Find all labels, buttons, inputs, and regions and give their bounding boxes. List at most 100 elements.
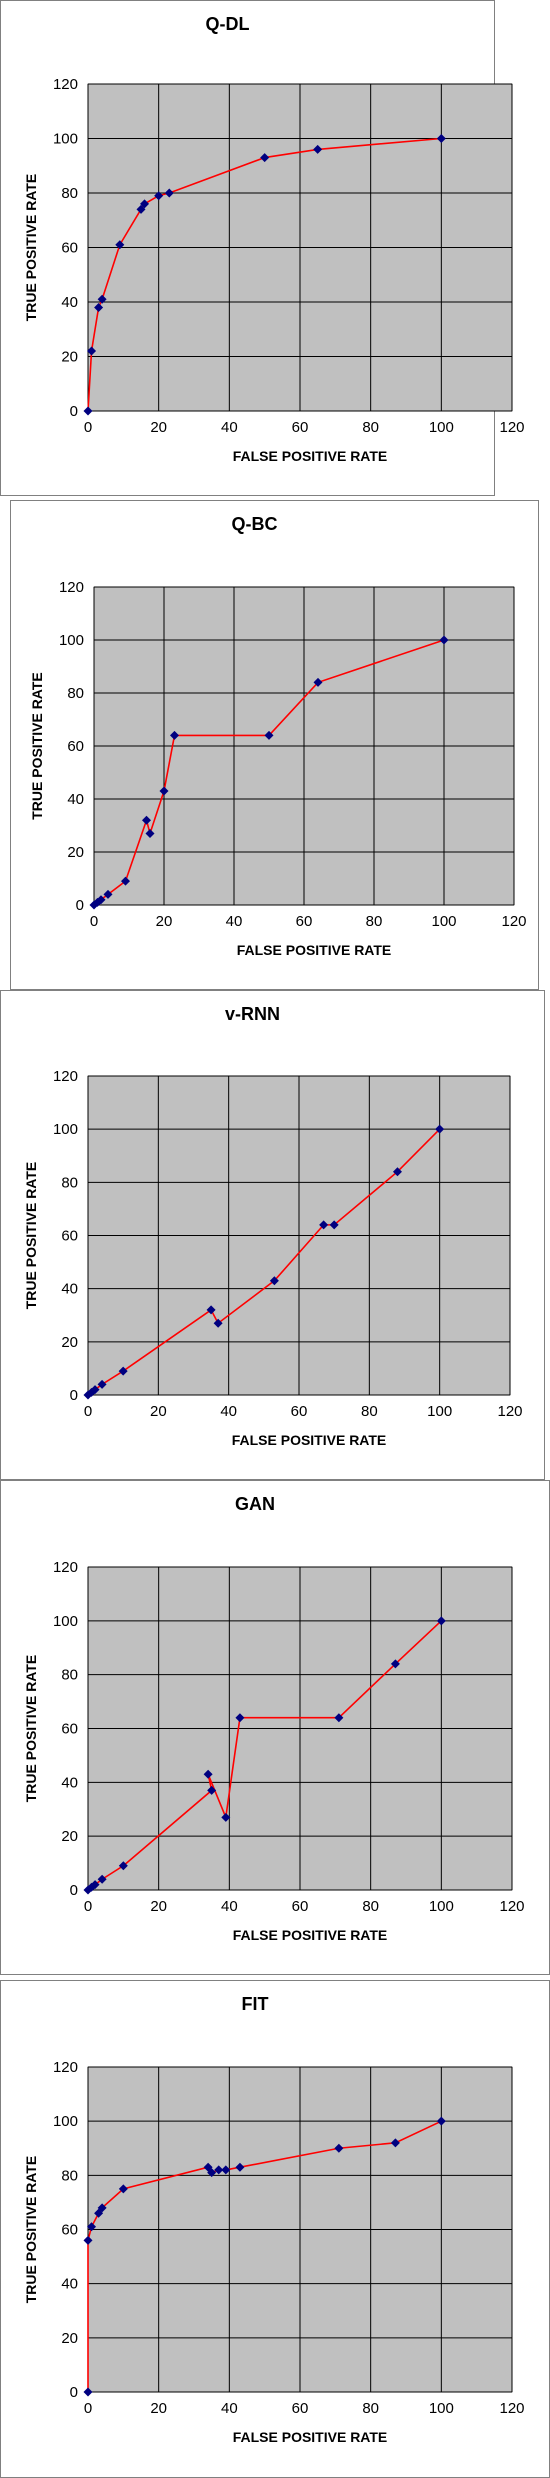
- y-tick-label: 20: [61, 2330, 78, 2347]
- data-point-marker: [118, 1861, 128, 1871]
- y-tick-label: 40: [61, 1774, 78, 1791]
- data-point-marker: [97, 1379, 107, 1389]
- x-tick-label: 40: [220, 1403, 237, 1420]
- y-axis-title: TRUE POSITIVE RATE: [23, 2156, 39, 2304]
- data-point-marker: [83, 2387, 93, 2397]
- data-point-marker: [313, 677, 323, 687]
- chart-title: v-RNN: [225, 1004, 280, 1024]
- y-tick-label: 60: [61, 1721, 78, 1738]
- x-tick-label: 60: [291, 1403, 308, 1420]
- data-point-marker: [439, 635, 449, 645]
- x-tick-label: 100: [431, 913, 456, 930]
- data-point-marker: [221, 2165, 231, 2175]
- data-point-marker: [87, 2222, 97, 2232]
- y-tick-label: 20: [61, 1334, 78, 1351]
- y-tick-label: 120: [53, 2059, 78, 2076]
- x-axis-title: FALSE POSITIVE RATE: [233, 1927, 388, 1943]
- x-tick-label: 20: [156, 913, 173, 930]
- chart-svg: 0 20 40 60 80 100 120 0 20 40 60 80 100 120 v-RNN FALSE…: [23, 1004, 523, 1448]
- x-tick-label: 100: [429, 1898, 454, 1915]
- data-point-marker: [118, 1366, 128, 1376]
- chart-svg: 0 20 40 60 80 100 120 0 20 40 60 80 100 120 GAN FALSE P…: [23, 1494, 525, 1943]
- y-axis-title: TRUE POSITIVE RATE: [29, 672, 45, 820]
- y-tick-label: 20: [61, 349, 78, 366]
- x-tick-label: 40: [226, 913, 243, 930]
- data-point-marker: [436, 134, 446, 143]
- data-point-marker: [207, 1785, 217, 1795]
- x-tick-label: 40: [221, 1898, 238, 1915]
- y-tick-label: 60: [61, 1228, 78, 1245]
- chart-panel: 0 20 40 60 80 100 120 0 20 40 60 80 100 120 FIT FALSE P…: [0, 1980, 550, 2478]
- y-tick-label: 120: [53, 1068, 78, 1085]
- x-tick-label: 0: [84, 419, 92, 436]
- data-point-marker: [97, 294, 107, 304]
- y-axis-title: TRUE POSITIVE RATE: [23, 1655, 39, 1803]
- data-point-marker: [164, 188, 174, 198]
- x-tick-label: 20: [150, 1403, 167, 1420]
- data-point-marker: [334, 2143, 344, 2153]
- data-point-marker: [121, 876, 130, 886]
- data-point-marker: [390, 2138, 400, 2148]
- data-point-marker: [435, 1124, 445, 1134]
- data-point-marker: [159, 786, 169, 796]
- data-point-marker: [436, 1616, 446, 1626]
- y-tick-label: 40: [61, 294, 78, 311]
- x-tick-label: 120: [501, 913, 526, 930]
- y-tick-label: 120: [53, 1559, 78, 1576]
- data-point-marker: [118, 2184, 128, 2194]
- x-tick-label: 0: [84, 1898, 92, 1915]
- x-tick-label: 80: [366, 913, 383, 930]
- y-tick-label: 120: [59, 579, 84, 596]
- x-tick-label: 120: [499, 1898, 524, 1915]
- y-tick-label: 100: [59, 632, 84, 649]
- y-tick-label: 60: [67, 738, 84, 755]
- x-tick-label: 60: [292, 2400, 309, 2417]
- data-point-marker: [436, 2116, 446, 2126]
- data-point-marker: [90, 1385, 100, 1395]
- data-point-marker: [214, 2165, 224, 2175]
- data-point-marker: [90, 1880, 100, 1890]
- x-tick-label: 40: [221, 2400, 238, 2417]
- y-tick-label: 100: [53, 2113, 78, 2130]
- chart-panel: 0 20 40 60 80 100 120 0 20 40 60 80 100 120 Q-BC FALSE …: [0, 500, 550, 990]
- data-point-marker: [142, 815, 151, 825]
- data-point-marker: [145, 828, 155, 838]
- x-tick-label: 80: [362, 1898, 379, 1915]
- y-tick-label: 80: [61, 2167, 78, 2184]
- data-point-marker: [264, 730, 274, 740]
- data-point-marker: [154, 191, 164, 201]
- y-tick-label: 60: [61, 2222, 78, 2239]
- chart-svg: 0 20 40 60 80 100 120 0 20 40 60 80 100 120 FIT FALSE P…: [23, 1994, 525, 2445]
- data-point-marker: [260, 153, 270, 163]
- data-point-marker: [390, 1659, 400, 1669]
- data-point-marker: [97, 1874, 107, 1884]
- x-tick-label: 80: [361, 1403, 378, 1420]
- data-point-marker: [235, 2162, 245, 2172]
- data-point-marker: [103, 889, 113, 899]
- y-tick-label: 120: [53, 76, 78, 93]
- y-tick-label: 60: [61, 240, 78, 257]
- data-point-marker: [83, 2235, 93, 2245]
- y-tick-label: 0: [70, 1387, 78, 1404]
- y-tick-label: 40: [61, 1281, 78, 1298]
- chart-panel: 0 20 40 60 80 100 120 0 20 40 60 80 100 120 Q-DL FALSE …: [0, 0, 550, 496]
- y-tick-label: 0: [70, 1882, 78, 1899]
- x-tick-label: 60: [296, 913, 313, 930]
- y-tick-label: 40: [61, 2276, 78, 2293]
- y-tick-label: 0: [76, 897, 84, 914]
- x-tick-label: 100: [429, 419, 454, 436]
- chart-title: GAN: [235, 1494, 275, 1514]
- data-point-marker: [83, 406, 93, 416]
- x-tick-label: 0: [84, 1403, 92, 1420]
- chart-panel: 0 20 40 60 80 100 120 0 20 40 60 80 100 120 v-RNN FALSE…: [0, 990, 550, 1480]
- y-tick-label: 80: [61, 185, 78, 202]
- chart-title: Q-BC: [232, 514, 278, 534]
- data-point-marker: [334, 1713, 344, 1723]
- x-tick-label: 20: [150, 419, 167, 436]
- y-tick-label: 80: [61, 1174, 78, 1191]
- data-point-marker: [87, 346, 97, 356]
- y-tick-label: 40: [67, 791, 84, 808]
- x-tick-label: 40: [221, 419, 238, 436]
- x-tick-label: 120: [499, 2400, 524, 2417]
- x-tick-label: 20: [150, 2400, 167, 2417]
